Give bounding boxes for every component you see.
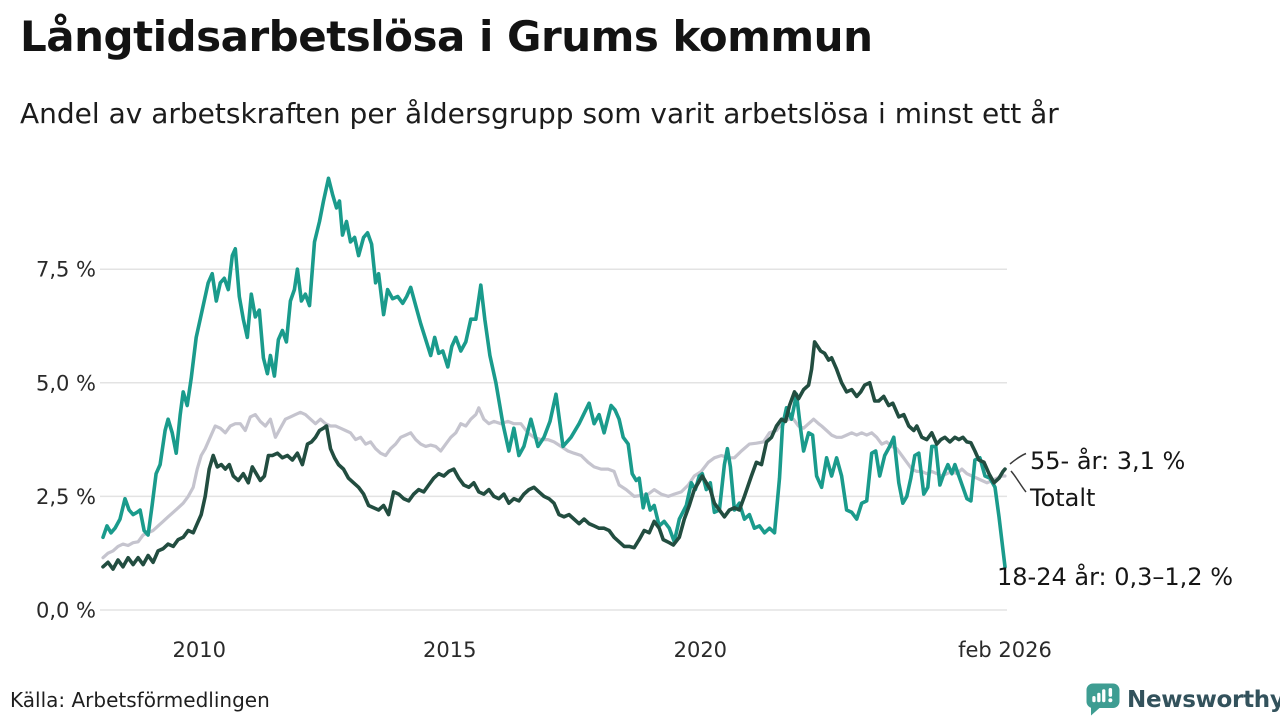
axis-tick-labels: 0,0 % 2,5 % 5,0 % 7,5 % 2010 2015 2020 feb 2026 xyxy=(36,258,1052,662)
series-line-55-r xyxy=(101,340,1007,571)
y-axis-tick-label: 2,5 % xyxy=(36,485,96,509)
newsworthy-logo: Newsworthy xyxy=(1086,683,1280,716)
gridlines xyxy=(100,268,1007,611)
newsworthy-logo-text: Newsworthy xyxy=(1127,686,1280,713)
leader-line-totalt xyxy=(1010,470,1027,493)
page-title: Långtidsarbetslösa i Grums kommun xyxy=(20,12,873,61)
end-label-55-ar: 55- år: 3,1 % xyxy=(1030,447,1186,475)
y-axis-tick-label: 7,5 % xyxy=(36,258,96,282)
page-subtitle: Andel av arbetskraften per åldersgrupp s… xyxy=(20,97,1059,130)
x-axis-tick-label: feb 2026 xyxy=(958,638,1052,662)
series-line-totalt xyxy=(101,406,1007,560)
newsworthy-bubble-chart-icon xyxy=(1086,683,1120,716)
end-label-totalt: Totalt xyxy=(1030,484,1096,512)
annotation-leader-lines xyxy=(1009,452,1027,493)
x-axis-tick-label: 2010 xyxy=(172,638,225,662)
series-line-18-24-r xyxy=(101,176,1007,569)
y-axis-tick-label: 5,0 % xyxy=(36,371,96,395)
chart-series xyxy=(101,176,1007,571)
leader-line-55 xyxy=(1009,452,1027,465)
end-label-18-24-ar: 18-24 år: 0,3–1,2 % xyxy=(997,563,1234,591)
x-axis-tick-label: 2020 xyxy=(674,638,727,662)
x-axis-tick-label: 2015 xyxy=(423,638,476,662)
y-axis-tick-label: 0,0 % xyxy=(36,599,96,623)
source-caption: Källa: Arbetsförmedlingen xyxy=(10,688,270,712)
